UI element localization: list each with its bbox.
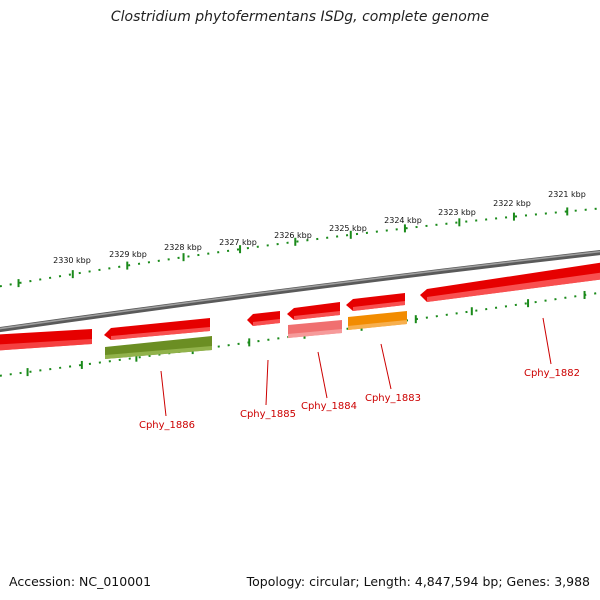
label-leaders <box>160 317 552 417</box>
gene-label[interactable]: Cphy_1884 <box>301 401 357 412</box>
gene-feature-shade <box>294 311 340 320</box>
scale-label: 2329 kbp <box>109 250 147 259</box>
gene-feature-shade <box>253 319 280 326</box>
gene-label[interactable]: Cphy_1882 <box>524 368 580 379</box>
gene-feature-shade <box>348 320 407 330</box>
scale-label: 2326 kbp <box>274 231 312 240</box>
accession-text: Accession: NC_010001 <box>9 574 152 589</box>
outer-major-ticks <box>17 207 569 288</box>
gene-feature-shade <box>427 272 600 302</box>
scale-label: 2328 kbp <box>164 243 202 252</box>
scale-label: 2321 kbp <box>548 190 586 199</box>
genome-backbone-highlight <box>0 250 600 330</box>
gene-feature-shade <box>353 301 405 311</box>
gene-label[interactable]: Cphy_1886 <box>139 420 195 431</box>
scale-label: 2327 kbp <box>219 238 257 247</box>
gene-feature-shade <box>288 329 342 338</box>
leader-line <box>160 370 167 417</box>
scale-label: 2324 kbp <box>384 216 422 225</box>
scale-labels: 2330 kbp 2329 kbp 2328 kbp 2327 kbp 2326… <box>53 190 586 265</box>
leader-line <box>317 351 328 399</box>
gene-label[interactable]: Cphy_1883 <box>365 393 421 404</box>
genome-summary-text: Topology: circular; Length: 4,847,594 bp… <box>246 574 590 589</box>
leader-line <box>380 343 392 390</box>
gene-labels: Cphy_1886 Cphy_1885 Cphy_1884 Cphy_1883 … <box>139 368 580 431</box>
gene-features <box>0 262 600 359</box>
scale-label: 2323 kbp <box>438 208 476 217</box>
gene-feature-shade <box>0 339 92 351</box>
scale-label: 2330 kbp <box>53 256 91 265</box>
leader-line <box>265 359 269 406</box>
gene-feature-shade <box>111 327 210 340</box>
genome-title: Clostridium phytofermentans ISDg, comple… <box>110 9 490 25</box>
gene-feature-shade <box>105 346 212 359</box>
genome-backbone <box>0 250 600 333</box>
leader-line <box>542 317 552 365</box>
scale-label: 2325 kbp <box>329 224 367 233</box>
outer-scale-ring <box>0 207 600 288</box>
scale-label: 2322 kbp <box>493 199 531 208</box>
gene-label[interactable]: Cphy_1885 <box>240 409 296 420</box>
